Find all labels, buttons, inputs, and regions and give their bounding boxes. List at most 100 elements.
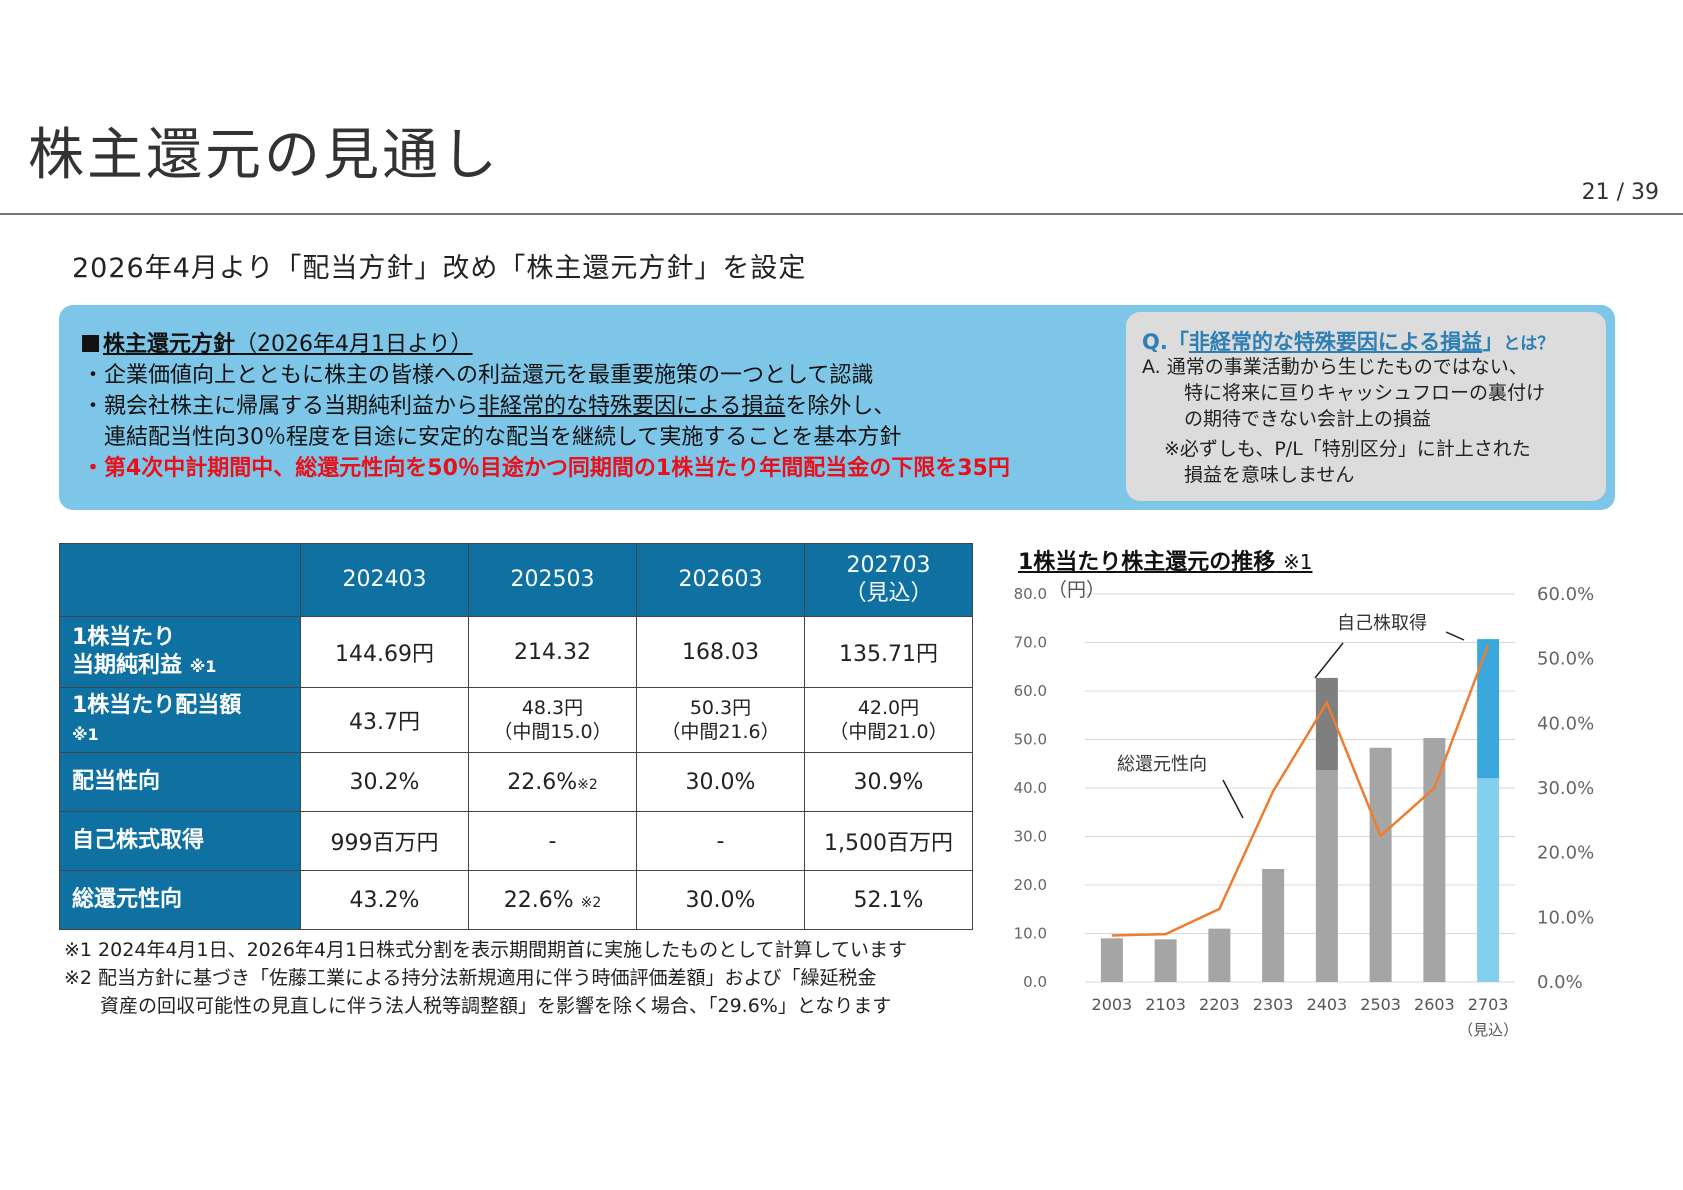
annotation-buyback-leader-2 [1445, 631, 1465, 641]
annotation-buyback: 自己株取得 [1337, 613, 1427, 634]
table-cell: 999百万円 [300, 811, 469, 871]
y-axis-unit: （円） [1048, 579, 1105, 601]
x-tick-label: 2103 [1145, 995, 1186, 1014]
bar-dividend [1262, 868, 1285, 982]
chart-gridlines [1085, 593, 1515, 983]
policy-bullet-1: ・企業価値向上とともに株主の皆様への利益還元を最重要施策の一つとして認識 [82, 363, 874, 388]
table-cell: 30.0% [636, 752, 805, 812]
page-number: 21 / 39 [1581, 180, 1659, 205]
bar-dividend [1423, 738, 1446, 982]
table-cell: 135.71円 [804, 616, 973, 688]
table-row: 自己株式取得 999百万円 - - 1,500百万円 [59, 811, 973, 871]
policy-bullet-3: ・第4次中計期間中、総還元性向を50％目途かつ同期間の1株当たり年間配当金の下限… [82, 456, 1010, 481]
table-cell: 50.3円 （中間21.6） [636, 687, 805, 753]
column-header: 202603 [636, 543, 805, 617]
y-tick-label: 70.0 [1014, 634, 1047, 652]
footnote-2-continued: 資産の回収可能性の見直しに伴う法人税等調整額」を影響を除く場合、「29.6%」と… [100, 995, 892, 1017]
y2-tick-label: 30.0% [1537, 778, 1594, 799]
policy-bullet-2: ・親会社株主に帰属する当期純利益から非経常的な特殊要因による損益を除外し、 [82, 394, 896, 419]
bar-dividend [1369, 747, 1392, 982]
table-cell: 22.6% ※2 [468, 870, 637, 930]
y2-tick-label: 40.0% [1537, 713, 1594, 734]
table-row: 1株当たり 当期純利益 ※1 144.69円 214.32 168.03 135.… [59, 616, 973, 688]
bar-buyback [1315, 677, 1338, 771]
y2-tick-label: 60.0% [1537, 584, 1594, 605]
footnote-2: ※2 配当方針に基づき「佐藤工業による持分法新規適用に伴う時価評価差額」および「… [64, 967, 877, 989]
table-cell: - [636, 811, 805, 871]
bar-dividend [1100, 938, 1123, 982]
y2-tick-label: 0.0% [1537, 972, 1583, 993]
table-cell: 1,500百万円 [804, 811, 973, 871]
annotation-total-return-leader [1222, 779, 1244, 819]
table-header-row: 202403 202503 202603 202703 （見込） [59, 543, 973, 617]
line-total-return [1111, 644, 1490, 937]
column-header: 202503 [468, 543, 637, 617]
row-label-eps: 1株当たり 当期純利益 ※1 [59, 616, 301, 688]
qa-question: Q.「非経常的な特殊要因による損益」とは？ [1142, 330, 1555, 354]
qa-answer: A. 通常の事業活動から生じたものではない、 特に将来に亘りキャッシュフローの裏… [1142, 356, 1546, 486]
x-tick-label: 2703 [1468, 995, 1509, 1014]
x-tick-label: 2603 [1414, 995, 1455, 1014]
square-bullet-icon [82, 335, 99, 352]
table-row: 1株当たり配当額 ※1 43.7円 48.3円 （中間15.0） 50.3円 （中間2… [59, 687, 973, 753]
chart-title: 1株当たり株主還元の推移 ※1 [1018, 550, 1313, 575]
table-cell: 52.1% [804, 870, 973, 930]
footnotes: ※1 2024年4月1日、2026年4月1日株式分割を表示期間期首に実施したもの… [64, 936, 907, 1020]
x-tick-label: 2303 [1253, 995, 1294, 1014]
bar-dividend [1477, 778, 1500, 982]
y-tick-label: 30.0 [1014, 828, 1047, 846]
y-tick-label: 10.0 [1014, 925, 1047, 943]
x-tick-label: 2203 [1199, 995, 1240, 1014]
chart-bars [1100, 639, 1500, 982]
x-tick-label: 2403 [1307, 995, 1348, 1014]
y-tick-label: 0.0 [1023, 973, 1047, 991]
y2-tick-label: 10.0% [1537, 907, 1594, 928]
y-tick-label: 80.0 [1014, 585, 1047, 603]
title-divider [0, 213, 1683, 215]
subtitle: 2026年4月より「配当方針」改め「株主還元方針」を設定 [72, 253, 807, 284]
table-cell: 43.2% [300, 870, 469, 930]
x-tick-label: 2503 [1360, 995, 1401, 1014]
column-header: 202703 （見込） [804, 543, 973, 617]
y-tick-label: 60.0 [1014, 682, 1047, 700]
table-cell: 214.32 [468, 616, 637, 688]
table-cell: 30.0% [636, 870, 805, 930]
page-title: 株主還元の見通し [28, 123, 500, 188]
row-label-payout: 配当性向 [59, 752, 301, 812]
row-label-buyback: 自己株式取得 [59, 811, 301, 871]
table-cell: 43.7円 [300, 687, 469, 753]
bar-dividend [1315, 770, 1338, 982]
annotation-total-return: 総還元性向 [1117, 754, 1207, 775]
table-cell: - [468, 811, 637, 871]
chart-line [1111, 644, 1490, 937]
policy-title: 株主還元方針（2026年4月1日より） [82, 330, 1102, 360]
policy-bullet-2-continued: 連結配当性向30％程度を目途に安定的な配当を継続して実施することを基本方針 [104, 425, 902, 450]
shareholder-return-chart: 0.0 10.0 20.0 30.0 40.0 50.0 60.0 70.0 80.0 0.0% 1… [1014, 579, 1595, 1039]
table-cell: 48.3円 （中間15.0） [468, 687, 637, 753]
table-cell: 168.03 [636, 616, 805, 688]
table-cell: 42.0円 （中間21.0） [804, 687, 973, 753]
row-label-total-return: 総還元性向 [59, 870, 301, 930]
bar-buyback [1477, 639, 1500, 779]
y-tick-label: 50.0 [1014, 731, 1047, 749]
table-cell: 30.2% [300, 752, 469, 812]
x-tick-label: 2003 [1092, 995, 1133, 1014]
bar-dividend [1154, 939, 1177, 982]
footnote-1: ※1 2024年4月1日、2026年4月1日株式分割を表示期間期首に実施したもの… [64, 939, 907, 961]
table-corner-cell [59, 543, 301, 617]
row-label-dps: 1株当たり配当額 ※1 [59, 687, 301, 753]
table-cell: 144.69円 [300, 616, 469, 688]
qa-panel [1126, 312, 1606, 501]
chart-labels: 0.0 10.0 20.0 30.0 40.0 50.0 60.0 70.0 80.0 0.0% 1… [1014, 584, 1595, 1039]
x-tick-sublabel: （見込） [1458, 1021, 1518, 1039]
table-row: 配当性向 30.2% 22.6%※2 30.0% 30.9% [59, 752, 973, 812]
table-cell: 30.9% [804, 752, 973, 812]
column-header: 202403 [300, 543, 469, 617]
y2-tick-label: 50.0% [1537, 649, 1594, 670]
annotation-buyback-leader [1314, 642, 1344, 679]
policy-section: 株主還元方針（2026年4月1日より） ・企業価値向上とともに株主の皆様への利益… [82, 330, 1102, 484]
y2-tick-label: 20.0% [1537, 843, 1594, 864]
table-row: 総還元性向 43.2% 22.6% ※2 30.0% 52.1% [59, 870, 973, 930]
bar-dividend [1208, 928, 1231, 982]
table-cell: 22.6%※2 [468, 752, 637, 812]
